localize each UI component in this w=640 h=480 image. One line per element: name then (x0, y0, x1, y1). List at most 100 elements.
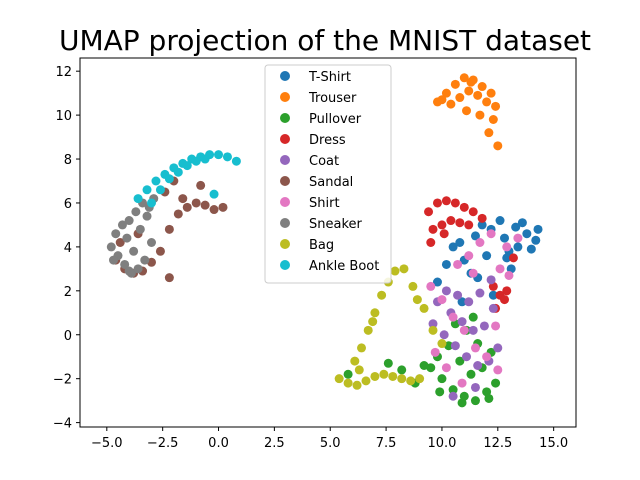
data-point (448, 391, 458, 401)
chart-title: UMAP projection of the MNIST dataset (59, 24, 591, 57)
data-point (111, 229, 121, 239)
data-point (502, 286, 512, 296)
data-point (424, 207, 434, 217)
legend-marker (280, 71, 290, 81)
data-point (343, 378, 353, 388)
data-point (453, 259, 463, 269)
data-point (428, 319, 438, 329)
data-point (430, 347, 440, 357)
data-point (426, 238, 436, 247)
data-point (508, 253, 518, 263)
legend-label: Coat (309, 154, 339, 169)
data-point (173, 209, 183, 219)
data-point (486, 229, 496, 239)
legend-label: Sneaker (309, 217, 363, 232)
data-point (419, 361, 429, 370)
data-point (455, 93, 465, 103)
y-tick-label: 10 (55, 109, 72, 124)
data-point (370, 308, 380, 318)
data-point (493, 365, 503, 375)
data-point (482, 251, 492, 261)
data-point (135, 224, 145, 234)
data-point (533, 224, 543, 234)
data-point (133, 194, 143, 204)
data-point (468, 312, 478, 322)
data-point (441, 363, 451, 373)
data-point (200, 200, 210, 210)
data-point (388, 371, 398, 381)
legend-marker (280, 92, 290, 102)
data-point (459, 325, 469, 335)
data-point (448, 385, 458, 395)
data-point (470, 231, 480, 241)
data-point (164, 273, 174, 283)
data-point (142, 185, 152, 195)
data-point (334, 374, 344, 384)
y-tick-label: 2 (64, 285, 72, 300)
y-tick-label: 4 (64, 241, 72, 256)
legend-marker (280, 155, 290, 165)
data-point (437, 95, 447, 105)
data-point (182, 161, 192, 171)
legend-label: Ankle Boot (309, 259, 379, 274)
data-point (455, 218, 465, 228)
y-tick-label: 0 (64, 329, 72, 344)
data-point (502, 253, 512, 263)
data-point (500, 295, 510, 305)
data-point (457, 398, 467, 408)
data-point (164, 174, 174, 184)
legend-label: Trouser (308, 91, 357, 106)
data-point (441, 196, 451, 206)
legend-label: Bag (309, 238, 334, 253)
x-tick-label: −5.0 (91, 436, 123, 451)
data-point (155, 246, 165, 256)
data-point (370, 371, 380, 381)
data-point (464, 86, 474, 96)
plot-frame (79, 57, 577, 428)
data-point (450, 198, 460, 208)
data-point (117, 220, 127, 230)
data-point (124, 216, 134, 226)
legend-label: Sandal (309, 175, 353, 190)
data-point (448, 312, 458, 322)
data-point (477, 82, 487, 92)
data-point (133, 264, 143, 274)
data-point (109, 255, 119, 265)
data-point (178, 194, 188, 204)
data-point (439, 330, 449, 340)
y-axis: −4 −2 0 2 4 6 8 10 12 (53, 65, 80, 432)
data-point (470, 343, 480, 353)
data-point (218, 202, 228, 212)
data-point (350, 356, 360, 366)
data-point (383, 358, 393, 368)
x-tick-label: 0.0 (208, 436, 229, 451)
data-point (488, 303, 498, 313)
data-point (500, 233, 510, 243)
data-point (397, 365, 407, 375)
data-point (475, 110, 485, 120)
data-point (473, 361, 483, 370)
y-tick-label: −2 (53, 373, 72, 388)
data-point (455, 238, 465, 247)
data-point (450, 79, 460, 89)
points-layer (106, 73, 543, 408)
legend-marker (280, 218, 290, 228)
data-point (457, 378, 467, 388)
data-point (435, 387, 445, 397)
data-point (200, 154, 210, 164)
data-point (517, 218, 527, 228)
data-point (140, 255, 150, 265)
legend-marker (280, 113, 290, 123)
data-point (419, 303, 429, 313)
data-point (196, 180, 206, 190)
data-point (446, 99, 456, 109)
legend-marker (280, 134, 290, 144)
data-point (502, 242, 512, 252)
data-point (399, 264, 409, 274)
data-point (482, 352, 492, 362)
data-point (513, 242, 523, 252)
data-point (457, 297, 467, 307)
data-point (482, 97, 492, 107)
data-point (106, 242, 116, 252)
data-point (455, 356, 465, 366)
